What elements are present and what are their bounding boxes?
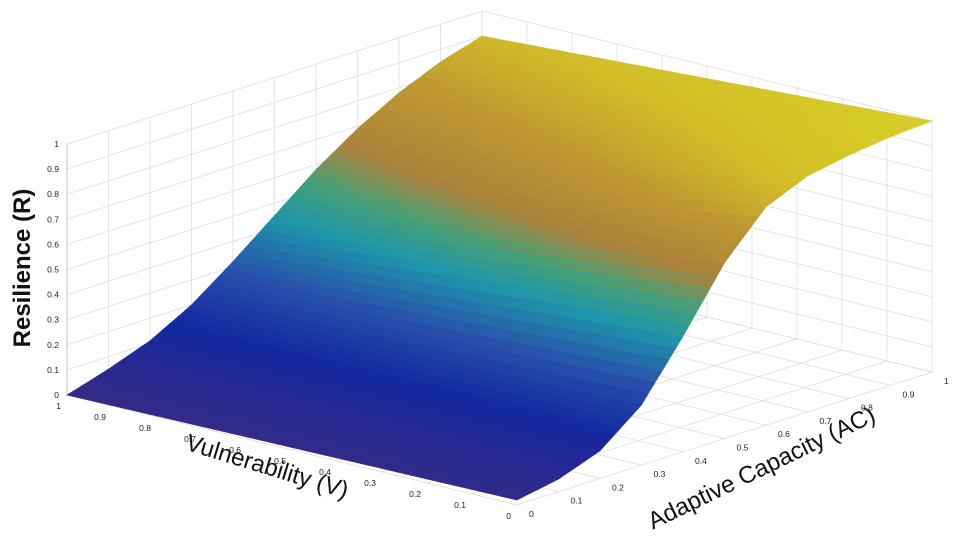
y-tick-label: 0.6 (229, 445, 241, 455)
x-tick-label: 0.9 (903, 389, 915, 399)
z-tick-label: 0.8 (47, 189, 59, 199)
z-tick-label: 0.1 (47, 365, 59, 375)
z-tick-label: 0.3 (47, 315, 59, 325)
y-tick-label: 0.2 (409, 489, 421, 499)
y-tick-label: 0.7 (184, 434, 196, 444)
x-tick-label: 0.1 (571, 496, 583, 506)
z-tick-label: 0 (54, 390, 59, 400)
z-tick-label: 0.6 (47, 239, 59, 249)
surface-patch (909, 117, 934, 124)
z-tick-label: 0.7 (47, 214, 59, 224)
z-tick-label: 0.5 (47, 265, 59, 275)
y-tick-label: 1 (56, 401, 61, 411)
z-axis-title: Resilience (R) (9, 189, 36, 348)
x-tick-label: 0 (529, 509, 534, 519)
x-tick-label: 0.7 (820, 416, 832, 426)
tick-labels: 00.10.20.30.40.50.60.70.80.9100.10.20.30… (47, 139, 949, 521)
y-tick-label: 0.5 (274, 456, 286, 466)
x-tick-label: 0.5 (737, 443, 749, 453)
z-tick-label: 0.9 (47, 164, 59, 174)
x-axis-title: Adaptive Capacity (AC) (644, 401, 880, 535)
side-wall-gridline (481, 10, 933, 122)
y-tick-label: 0.3 (364, 478, 376, 488)
x-tick-label: 0.2 (612, 482, 624, 492)
y-tick-label: 0 (506, 511, 511, 521)
x-tick-label: 0.3 (654, 469, 666, 479)
back-wall-gridline (66, 35, 483, 170)
x-tick-label: 0.6 (778, 429, 790, 439)
surface-mesh (66, 35, 934, 501)
z-tick-label: 0.2 (47, 340, 59, 350)
y-tick-label: 0.1 (454, 500, 466, 510)
back-wall-gridline (66, 10, 483, 145)
y-tick-label: 0.4 (319, 467, 331, 477)
x-tick-label: 0.8 (861, 403, 873, 413)
z-tick-label: 1 (54, 139, 59, 149)
z-tick-label: 0.4 (47, 290, 59, 300)
x-tick-label: 1 (944, 376, 949, 386)
y-tick-label: 0.9 (94, 412, 106, 422)
x-tick-label: 0.4 (695, 456, 707, 466)
y-tick-label: 0.8 (139, 423, 151, 433)
